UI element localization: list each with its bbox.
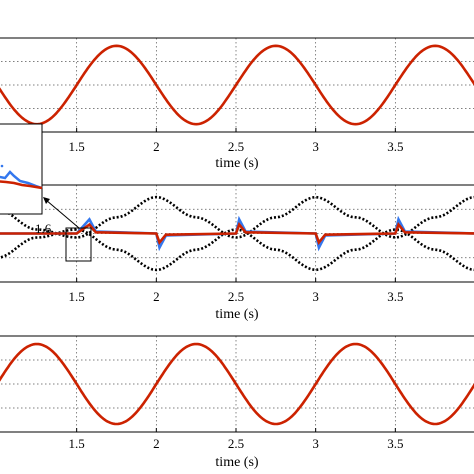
- tick-label: 1.5: [69, 139, 85, 154]
- series-line: [0, 342, 474, 426]
- x-axis-label: time (s): [215, 307, 258, 322]
- tick-label: 2: [153, 289, 160, 304]
- tick-label: 1.5: [69, 436, 85, 451]
- tick-label: 3: [312, 436, 319, 451]
- x-axis-label: time (s): [215, 455, 258, 470]
- series-line: [0, 222, 474, 245]
- series-line: [0, 195, 474, 239]
- tick-label: 3: [312, 139, 319, 154]
- inset-frame: [0, 123, 43, 215]
- inset-point: [0, 164, 4, 168]
- zoom-annotation: 1.6: [35, 221, 52, 236]
- zoom-arrowhead: [43, 197, 50, 204]
- tick-label: 2.5: [228, 139, 244, 154]
- panel-bottom: 1.5 2 2.5 3 3.5 time (s): [0, 335, 474, 470]
- tick-label: 3.5: [387, 436, 403, 451]
- tick-label: 2: [153, 139, 160, 154]
- series-line: [0, 44, 474, 126]
- series-line: [0, 228, 474, 272]
- panel-middle: 1.5 2 2.5 3 3.5 time (s): [0, 184, 474, 322]
- panel-top: 1.5 2 2.5 3 3.5 time (s): [0, 37, 474, 171]
- tick-label: 2.5: [228, 436, 244, 451]
- x-axis-label: time (s): [215, 156, 258, 171]
- zoom-arrow: [45, 199, 80, 229]
- zoom-inset: 1.6: [0, 123, 92, 262]
- tick-label: 3: [312, 289, 319, 304]
- tick-label: 2: [153, 436, 160, 451]
- inset-series-line: [0, 180, 43, 190]
- tick-label: 1.5: [69, 289, 85, 304]
- inset-series-line: [0, 170, 43, 190]
- tick-label: 2.5: [228, 289, 244, 304]
- tick-label: 3.5: [387, 289, 403, 304]
- tick-label: 3.5: [387, 139, 403, 154]
